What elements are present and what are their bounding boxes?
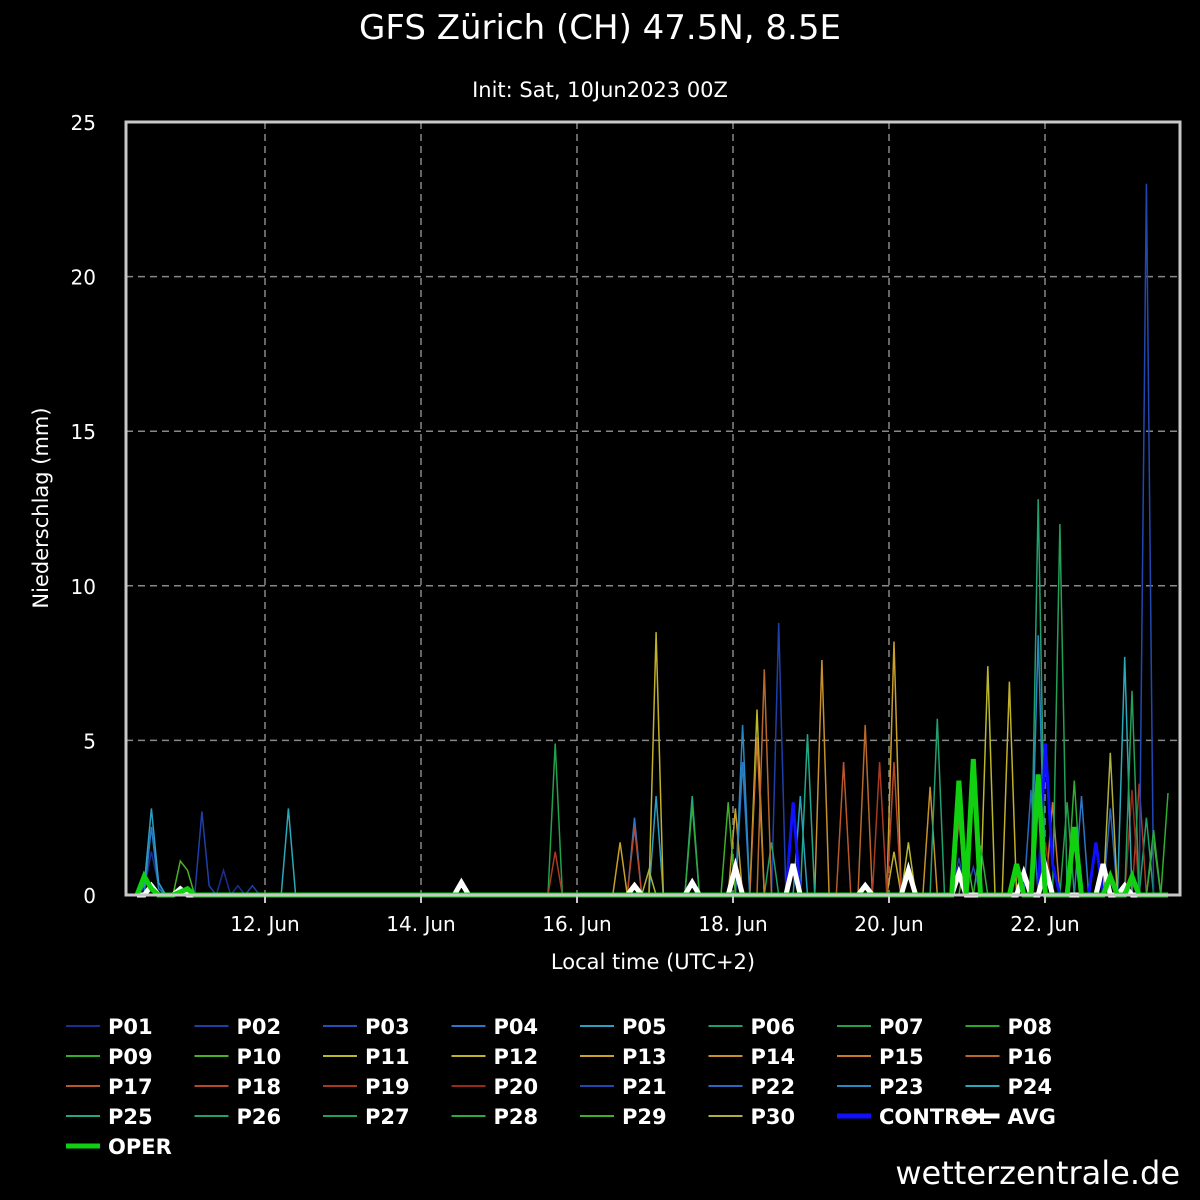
- y-tick-label: 0: [83, 884, 96, 908]
- legend-entry: P23: [837, 1075, 924, 1099]
- series-layer: [134, 183, 1169, 898]
- legend-label: P11: [365, 1045, 410, 1069]
- y-tick-label: 25: [71, 111, 96, 135]
- legend-entry: P03: [323, 1015, 410, 1039]
- x-axis-label: Local time (UTC+2): [551, 950, 755, 974]
- chart-title: GFS Zürich (CH) 47.5N, 8.5E: [359, 8, 841, 48]
- legend-label: P10: [237, 1045, 282, 1069]
- watermark: wetterzentrale.de: [895, 1154, 1180, 1192]
- legend-label: P24: [1008, 1075, 1053, 1099]
- legend-label: P23: [879, 1075, 924, 1099]
- legend-entry: P14: [708, 1045, 796, 1069]
- legend-label: P13: [622, 1045, 667, 1069]
- y-axis-label: Niederschlag (mm): [29, 407, 53, 608]
- legend-entry: AVG: [965, 1105, 1056, 1129]
- legend-label: P19: [365, 1075, 410, 1099]
- legend-label: P17: [108, 1075, 153, 1099]
- legend-entry: P10: [194, 1045, 282, 1069]
- legend-entry: P16: [965, 1045, 1053, 1069]
- legend-label: AVG: [1008, 1105, 1056, 1129]
- x-tick-label: 20. Jun: [854, 912, 923, 936]
- x-tick-label: 18. Jun: [698, 912, 767, 936]
- x-tick-label: 22. Jun: [1010, 912, 1079, 936]
- legend-label: P18: [237, 1075, 282, 1099]
- legend-entry: P19: [323, 1075, 410, 1099]
- legend-entry: P29: [580, 1105, 667, 1129]
- legend-entry: P25: [66, 1105, 153, 1129]
- legend-entry: P07: [837, 1015, 924, 1039]
- legend-label: P29: [622, 1105, 667, 1129]
- x-tick-label: 12. Jun: [230, 912, 299, 936]
- legend-entry: P18: [194, 1075, 282, 1099]
- legend-entry: P20: [451, 1075, 539, 1099]
- legend-entry: P05: [580, 1015, 667, 1039]
- legend-entry: P11: [323, 1045, 410, 1069]
- legend-label: P06: [751, 1015, 796, 1039]
- y-axis-ticks: 0 5 10 15 20 25: [71, 111, 96, 908]
- legend-label: P01: [108, 1015, 153, 1039]
- legend-label: P26: [237, 1105, 282, 1129]
- legend: P01 P02 P03 P04 P05 P06 P07 P08 P09 P10 P11 P12 P13 P…: [66, 1015, 1056, 1159]
- legend-entry: P06: [708, 1015, 796, 1039]
- legend-label: P20: [494, 1075, 539, 1099]
- legend-label: OPER: [108, 1135, 172, 1159]
- legend-entry: P15: [837, 1045, 924, 1069]
- legend-label: P03: [365, 1015, 410, 1039]
- x-tick-label: 14. Jun: [386, 912, 455, 936]
- plot-frame: [124, 120, 1182, 897]
- legend-label: P22: [751, 1075, 796, 1099]
- legend-label: P21: [622, 1075, 667, 1099]
- x-tick-label: 16. Jun: [542, 912, 611, 936]
- legend-label: P16: [1008, 1045, 1053, 1069]
- legend-entry: P27: [323, 1105, 410, 1129]
- legend-entry: P22: [708, 1075, 796, 1099]
- chart-subtitle: Init: Sat, 10Jun2023 00Z: [472, 78, 728, 102]
- legend-entry: P30: [708, 1105, 796, 1129]
- legend-label: P02: [237, 1015, 282, 1039]
- legend-label: P07: [879, 1015, 924, 1039]
- legend-entry: P24: [965, 1075, 1053, 1099]
- legend-label: P28: [494, 1105, 539, 1129]
- legend-entry: P13: [580, 1045, 667, 1069]
- legend-entry: P08: [965, 1015, 1053, 1039]
- grid: [126, 122, 1180, 895]
- legend-entry: P12: [451, 1045, 539, 1069]
- legend-label: P30: [751, 1105, 796, 1129]
- legend-entry: P26: [194, 1105, 282, 1129]
- y-tick-label: 10: [71, 575, 96, 599]
- legend-label: P15: [879, 1045, 924, 1069]
- legend-entry: P01: [66, 1015, 153, 1039]
- legend-label: P25: [108, 1105, 153, 1129]
- legend-label: P27: [365, 1105, 410, 1129]
- legend-label: P05: [622, 1015, 667, 1039]
- legend-entry: P28: [451, 1105, 539, 1129]
- legend-entry: P17: [66, 1075, 153, 1099]
- legend-label: P04: [494, 1015, 539, 1039]
- legend-label: P14: [751, 1045, 796, 1069]
- x-axis-ticks: 12. Jun 14. Jun 16. Jun 18. Jun 20. Jun 22. J…: [230, 895, 1080, 936]
- y-tick-label: 15: [71, 420, 96, 444]
- legend-entry: P04: [451, 1015, 539, 1039]
- legend-entry: P02: [194, 1015, 282, 1039]
- legend-entry: P21: [580, 1075, 667, 1099]
- y-tick-label: 20: [71, 266, 96, 290]
- legend-entry: OPER: [66, 1135, 172, 1159]
- legend-entry: P09: [66, 1045, 153, 1069]
- legend-label: P09: [108, 1045, 153, 1069]
- legend-label: P08: [1008, 1015, 1053, 1039]
- legend-label: P12: [494, 1045, 539, 1069]
- y-tick-label: 5: [83, 729, 96, 753]
